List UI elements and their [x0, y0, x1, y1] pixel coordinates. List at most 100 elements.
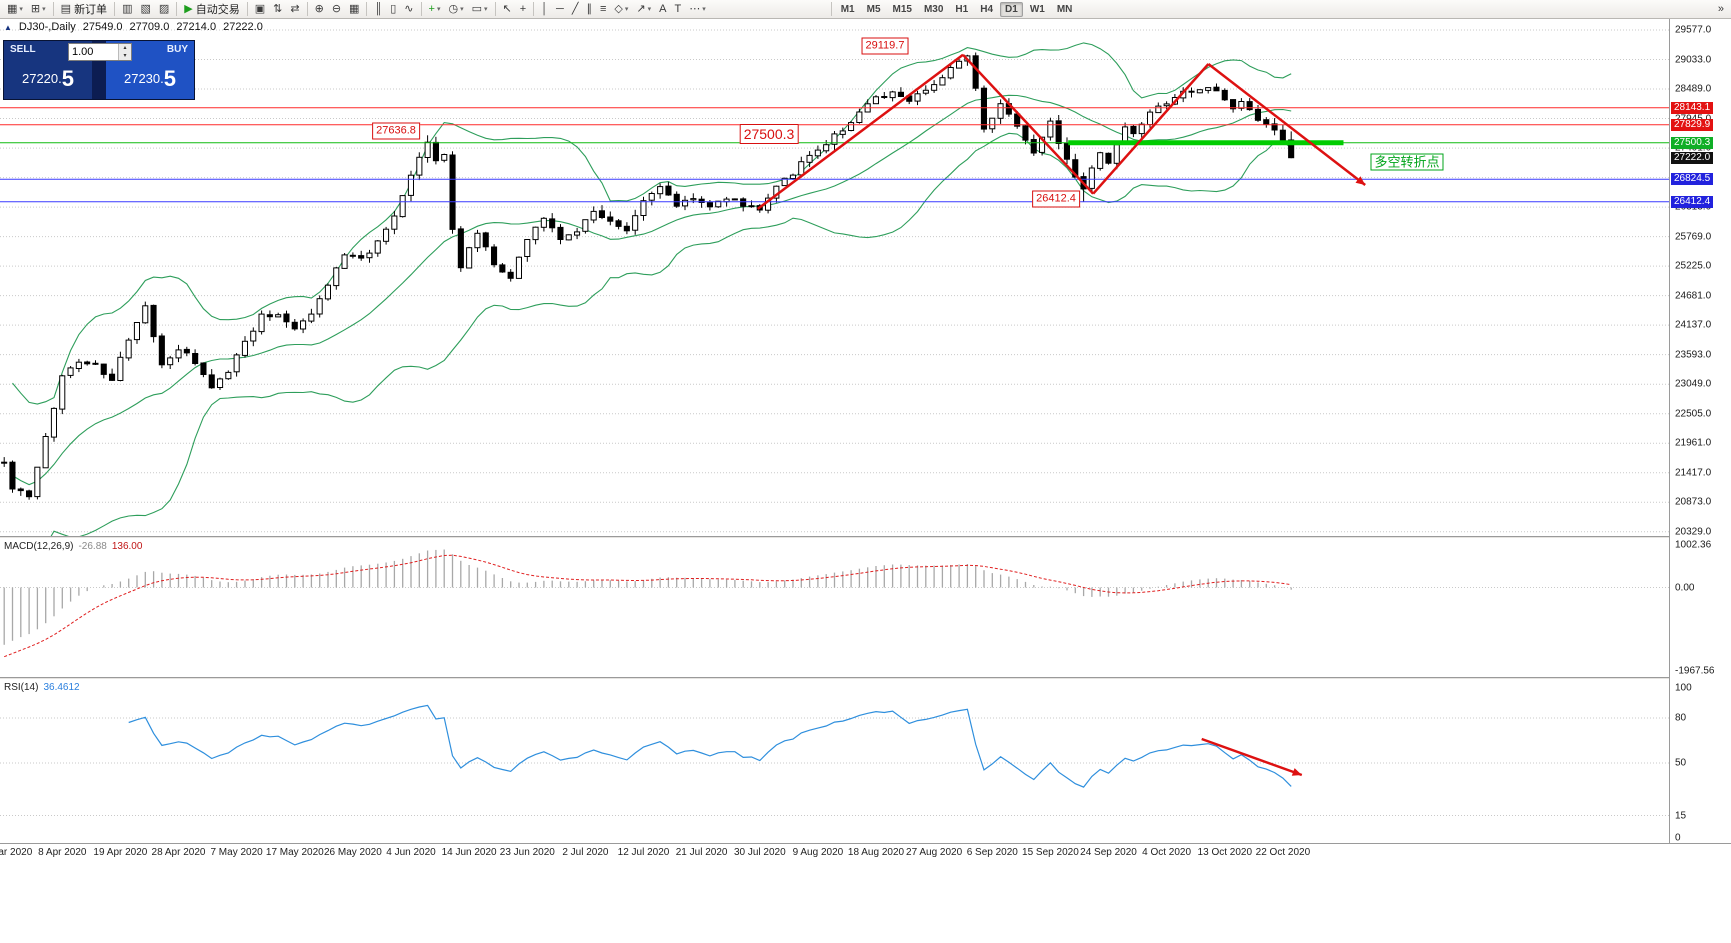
macd-signal-value: 136.00 — [111, 541, 143, 552]
data-window-button[interactable]: ▧ — [136, 1, 154, 17]
date-label: 27 Aug 2020 — [906, 847, 963, 858]
trendline-button[interactable]: ╱ — [568, 1, 583, 17]
timeframe-m15[interactable]: M15 — [892, 3, 912, 15]
vertical-line-button[interactable]: │ — [537, 1, 552, 17]
toolbar-separator — [306, 2, 308, 16]
bollinger-bands — [12, 42, 1292, 536]
panel-separator[interactable] — [0, 536, 1669, 539]
date-label: 26 May 2020 — [323, 847, 382, 858]
sell-price: 27220.5 — [21, 66, 74, 91]
navigator-icon: ▨ — [158, 3, 170, 15]
chart-workspace[interactable]: ▲ DJ30-,Daily 27549.0 27709.0 27214.0 27… — [0, 19, 1669, 843]
toolbar-separator — [830, 2, 832, 16]
turning-point-note[interactable]: 多空转折点 — [1370, 153, 1444, 171]
arrange-windows-icon: ⇄ — [290, 3, 300, 15]
channel-button[interactable]: ∥ — [582, 1, 596, 17]
price-axis[interactable]: 29577.029033.028489.027945.027401.026857… — [1669, 19, 1731, 844]
tile-vertical-button[interactable]: ⇅ — [269, 1, 286, 17]
price-annotation-29119[interactable]: 29119.7 — [861, 37, 909, 55]
new-order-button[interactable]: ▤ 新订单 — [57, 1, 111, 17]
line-chart-button[interactable]: ∿ — [400, 1, 417, 17]
dropdown-arrow-icon: ▾ — [647, 6, 652, 13]
indicators-button[interactable]: + ▾ — [425, 1, 445, 17]
market-watch-button[interactable]: ▥ — [118, 1, 136, 17]
text-label-icon: T — [674, 3, 682, 15]
price-annotation-27636[interactable]: 27636.8 — [372, 122, 420, 140]
rsi-line — [128, 704, 1292, 788]
dropdown-arrow-icon: ▾ — [19, 6, 23, 13]
dropdown-arrow-icon: ▾ — [436, 6, 441, 13]
grid-lines — [0, 29, 1669, 533]
new-chart-button[interactable]: ▦ ▾ — [3, 1, 27, 17]
templates-icon: ▭ — [471, 3, 482, 15]
panel-separator[interactable] — [0, 677, 1669, 680]
zoom-in-button[interactable]: ⊕ — [311, 1, 328, 17]
cascade-windows-button[interactable]: ▣ — [251, 1, 269, 17]
date-label: 19 Apr 2020 — [93, 847, 148, 858]
more-tools-button[interactable]: ⋯ ▾ — [685, 1, 710, 17]
market-watch-icon: ▥ — [122, 3, 133, 15]
date-label: 12 Jul 2020 — [617, 847, 670, 858]
price-chart-canvas[interactable] — [0, 19, 1669, 536]
timeframe-mn[interactable]: MN — [1056, 3, 1073, 15]
timeframe-m30[interactable]: M30 — [923, 3, 944, 15]
macd-axis-label: 0.00 — [1675, 582, 1695, 593]
price-badge: 26412.4 — [1671, 195, 1714, 208]
arrows-button[interactable]: ↗ ▾ — [632, 1, 655, 17]
periods-button[interactable]: ◷ ▾ — [444, 1, 467, 17]
bar-chart-button[interactable]: ║ — [370, 1, 386, 17]
date-label: 7 May 2020 — [210, 847, 263, 858]
toolbar-separator — [246, 2, 248, 16]
autotrading-button[interactable]: ▶ 自动交易 — [180, 1, 243, 17]
candlestick-chart-button[interactable]: ▯ — [386, 1, 400, 17]
text-label-button[interactable]: T — [670, 1, 685, 17]
ohlc-info-line: ▲ DJ30-,Daily 27549.0 27709.0 27214.0 27… — [4, 21, 263, 33]
price-axis-label: 20329.0 — [1675, 526, 1712, 538]
templates-button[interactable]: ▭ ▾ — [468, 1, 492, 17]
chart-profiles-button[interactable]: ⊞ ▾ — [27, 1, 50, 17]
price-badge: 28143.1 — [1671, 101, 1714, 114]
zoom-out-button[interactable]: ⊖ — [328, 1, 345, 17]
navigator-button[interactable]: ▨ — [155, 1, 173, 17]
buy-button[interactable]: BUY 27230.5 — [106, 41, 194, 99]
timeframe-h1[interactable]: H1 — [955, 3, 969, 15]
rsi-panel-canvas[interactable] — [0, 680, 1669, 843]
shapes-button[interactable]: ◇ ▾ — [610, 1, 632, 17]
open-value: 27549.0 — [82, 21, 123, 33]
volume-down-icon[interactable]: ▾ — [119, 52, 131, 60]
cursor-button[interactable]: ↖ — [499, 1, 516, 17]
price-axis-label: 21961.0 — [1675, 437, 1712, 449]
tile-windows-button[interactable]: ▦ — [345, 1, 363, 17]
volume-up-icon[interactable]: ▴ — [119, 44, 131, 52]
timeframe-d1[interactable]: D1 — [1000, 1, 1023, 17]
arrange-windows-button[interactable]: ⇄ — [286, 1, 303, 17]
dropdown-arrow-icon: ▾ — [42, 6, 46, 13]
fibonacci-button[interactable]: ≡ — [596, 1, 610, 17]
price-badge: 27500.3 — [1671, 136, 1714, 149]
chart-profiles-icon: ⊞ — [30, 3, 41, 15]
price-axis-label: 25769.0 — [1675, 231, 1712, 243]
macd-panel-canvas[interactable] — [0, 539, 1669, 677]
horizontal-line-button[interactable]: ─ — [552, 1, 568, 17]
periods-icon: ◷ — [448, 3, 459, 15]
price-annotation-26412[interactable]: 26412.4 — [1032, 190, 1080, 208]
timeframe-h4[interactable]: H4 — [980, 3, 994, 15]
text-button[interactable]: A — [655, 1, 670, 17]
timeframe-w1[interactable]: W1 — [1029, 3, 1045, 15]
date-label: 30 Mar 2020 — [0, 847, 33, 858]
more-tools-icon: ⋯ — [689, 3, 701, 15]
timeframe-m5[interactable]: M5 — [866, 3, 881, 15]
tile-vertical-icon: ⇅ — [273, 3, 283, 15]
toolbar-overflow-button[interactable]: » — [1714, 1, 1728, 17]
macd-histogram — [3, 549, 1292, 645]
trend-lines — [756, 53, 1366, 210]
cascade-windows-icon: ▣ — [254, 3, 266, 15]
date-label: 4 Oct 2020 — [1142, 847, 1192, 858]
crosshair-button[interactable]: + — [516, 1, 530, 17]
timeframe-m1[interactable]: M1 — [840, 3, 855, 15]
price-annotation-27500[interactable]: 27500.3 — [739, 124, 799, 144]
new-order-button-label: 新订单 — [74, 4, 108, 16]
volume-input[interactable] — [69, 44, 118, 60]
zoom-out-icon: ⊖ — [331, 3, 342, 15]
